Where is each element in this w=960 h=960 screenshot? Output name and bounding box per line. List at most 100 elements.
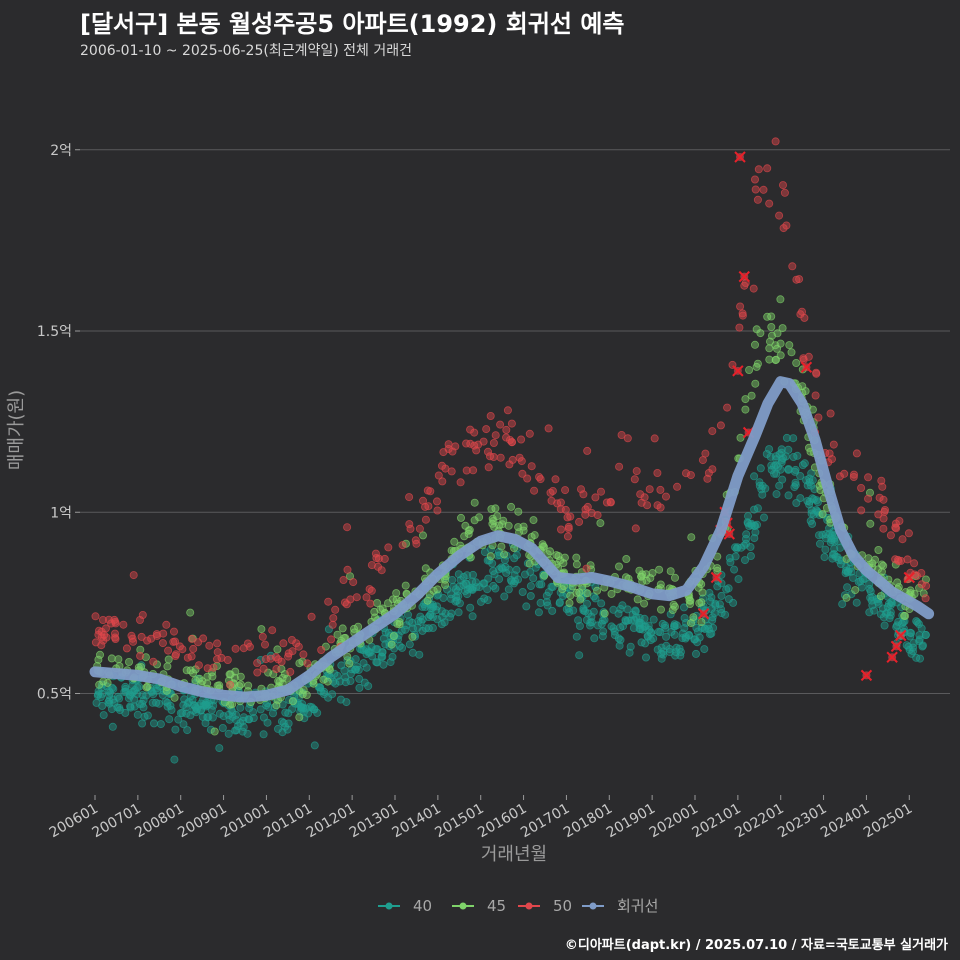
data-point-50	[502, 433, 511, 442]
data-point-40	[760, 513, 769, 522]
data-point-50	[466, 439, 475, 448]
data-point-40	[845, 564, 854, 573]
data-point-40	[133, 683, 142, 692]
data-point-45	[460, 532, 469, 541]
data-point-50	[615, 462, 624, 471]
data-point-50	[272, 665, 281, 674]
data-point-40	[510, 571, 519, 580]
x-tick-label: 201001	[218, 801, 272, 842]
data-point-45	[752, 325, 761, 334]
data-point-40	[218, 724, 227, 733]
data-point-40	[762, 449, 771, 458]
data-point-50	[759, 185, 768, 194]
data-point-50	[754, 165, 763, 174]
data-point-50	[384, 543, 393, 552]
data-point-50	[152, 630, 161, 639]
data-point-40	[165, 715, 174, 724]
data-point-50	[303, 659, 312, 668]
data-point-40	[725, 554, 734, 563]
data-point-40	[672, 621, 681, 630]
data-point-40	[849, 573, 858, 582]
data-point-40	[820, 553, 829, 562]
data-point-50	[373, 562, 382, 571]
data-point-50	[503, 406, 512, 415]
data-point-50	[656, 503, 665, 512]
data-point-40	[480, 594, 489, 603]
data-point-50	[536, 475, 545, 484]
data-point-40	[149, 719, 158, 728]
data-point-40	[429, 602, 438, 611]
data-point-40	[448, 576, 457, 585]
data-point-50	[127, 631, 136, 640]
legend-label: 50	[553, 897, 572, 915]
data-point-40	[497, 563, 506, 572]
data-point-40	[468, 612, 477, 621]
data-point-45	[433, 585, 442, 594]
y-tick-label: 2억	[50, 143, 72, 159]
data-point-40	[504, 565, 513, 574]
data-point-50	[673, 482, 682, 491]
data-point-50	[879, 524, 888, 533]
data-point-40	[182, 709, 191, 718]
data-point-50	[143, 636, 152, 645]
data-point-40	[782, 433, 791, 442]
data-point-40	[662, 641, 671, 650]
data-point-50	[749, 284, 758, 293]
data-point-40	[433, 615, 442, 624]
data-point-40	[480, 579, 489, 588]
data-point-40	[206, 725, 215, 734]
data-point-40	[572, 632, 581, 641]
data-point-40	[183, 726, 192, 735]
outlier-cross	[734, 151, 746, 163]
data-point-50	[751, 175, 760, 184]
data-point-40	[662, 632, 671, 641]
data-point-40	[121, 708, 130, 717]
data-point-50	[339, 576, 348, 585]
data-point-50	[751, 185, 760, 194]
data-point-40	[821, 545, 830, 554]
data-point-40	[437, 607, 446, 616]
data-point-50	[162, 620, 171, 629]
data-point-40	[355, 674, 364, 683]
data-point-40	[593, 621, 602, 630]
data-point-50	[735, 323, 744, 332]
data-point-40	[500, 592, 509, 601]
data-point-40	[671, 651, 680, 660]
data-point-45	[163, 662, 172, 671]
data-point-50	[149, 657, 158, 666]
data-point-50	[111, 619, 120, 628]
data-point-50	[415, 524, 424, 533]
data-point-40	[415, 650, 424, 659]
outlier-cross	[886, 651, 898, 663]
data-point-45	[96, 650, 105, 659]
data-point-45	[736, 433, 745, 442]
data-point-40	[359, 659, 368, 668]
data-point-45	[383, 599, 392, 608]
data-point-40	[616, 623, 625, 632]
data-point-50	[187, 652, 196, 661]
x-tick-label: 200701	[90, 801, 144, 842]
data-point-40	[730, 565, 739, 574]
data-point-50	[299, 650, 308, 659]
data-point-40	[107, 705, 116, 714]
data-point-45	[456, 513, 465, 522]
data-point-40	[480, 548, 489, 557]
data-point-40	[367, 642, 376, 651]
data-point-45	[689, 613, 698, 622]
data-point-40	[299, 707, 308, 716]
data-point-50	[329, 614, 338, 623]
y-tick-label: 1.5억	[37, 324, 72, 340]
data-point-40	[915, 635, 924, 644]
x-tick-label: 201401	[390, 801, 444, 842]
data-point-50	[617, 430, 626, 439]
data-point-45	[450, 537, 459, 546]
legend-swatch-dot	[589, 902, 597, 910]
data-point-50	[779, 224, 788, 233]
data-point-50	[650, 434, 659, 443]
data-point-50	[324, 597, 333, 606]
outlier-cross	[895, 629, 907, 642]
data-point-50	[636, 490, 645, 499]
data-point-50	[456, 478, 465, 487]
data-point-45	[278, 674, 287, 683]
data-point-40	[405, 640, 414, 649]
